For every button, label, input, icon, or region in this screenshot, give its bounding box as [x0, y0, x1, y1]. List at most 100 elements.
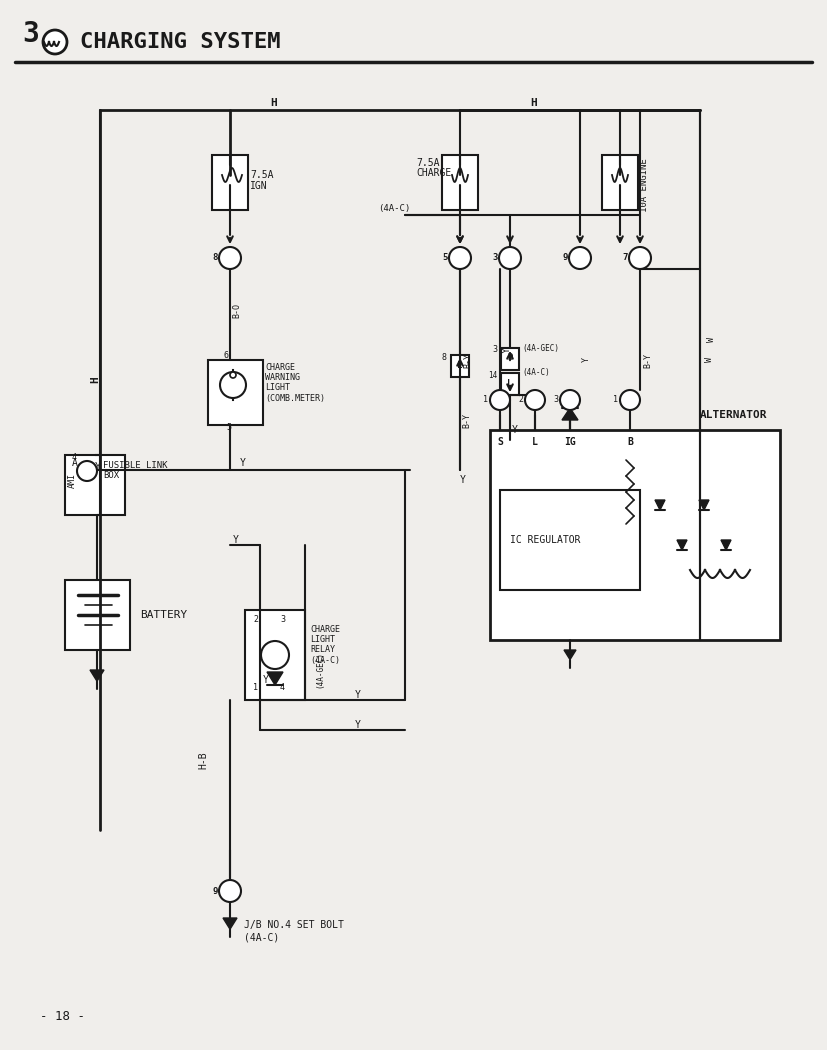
Text: 7.5A: 7.5A	[250, 170, 274, 180]
Text: L: L	[457, 360, 462, 370]
Text: L: L	[532, 437, 538, 447]
Polygon shape	[677, 540, 687, 550]
Bar	[490, 430, 780, 640]
Text: Y: Y	[263, 675, 269, 685]
Polygon shape	[564, 650, 576, 659]
Text: B: B	[230, 378, 236, 388]
Bar	[451, 355, 469, 377]
Bar	[501, 373, 519, 395]
Text: BOX: BOX	[103, 470, 119, 480]
Circle shape	[629, 247, 651, 269]
Text: D: D	[507, 354, 513, 362]
Text: 14: 14	[488, 371, 497, 379]
Text: 1E: 1E	[222, 252, 231, 260]
Text: IC REGULATOR: IC REGULATOR	[510, 536, 581, 545]
Text: - 18 -: - 18 -	[40, 1010, 85, 1023]
Circle shape	[219, 880, 241, 902]
Circle shape	[43, 30, 67, 54]
Text: 7: 7	[623, 253, 628, 262]
Text: CHARGE: CHARGE	[310, 626, 340, 634]
Text: 3: 3	[22, 20, 39, 48]
Text: D: D	[533, 394, 538, 402]
Text: D: D	[498, 394, 502, 402]
Text: CHARGE: CHARGE	[416, 168, 452, 178]
Circle shape	[560, 390, 580, 410]
Text: (COMB.METER): (COMB.METER)	[265, 394, 325, 402]
Text: RELAY: RELAY	[310, 646, 335, 654]
Text: 1: 1	[253, 684, 258, 693]
Text: 3: 3	[493, 253, 498, 262]
Polygon shape	[90, 670, 104, 681]
Polygon shape	[655, 500, 665, 510]
Text: E: E	[628, 394, 633, 402]
Text: C: C	[272, 648, 278, 658]
Text: 2D: 2D	[576, 252, 585, 261]
Text: 6: 6	[224, 352, 229, 360]
Circle shape	[219, 247, 241, 269]
Text: 3: 3	[492, 345, 497, 355]
Bar	[208, 360, 263, 425]
Text: 2: 2	[253, 615, 258, 625]
Circle shape	[490, 390, 510, 410]
Text: (4A-C): (4A-C)	[378, 204, 410, 212]
Text: 10A ENGINE: 10A ENGINE	[640, 159, 649, 212]
Polygon shape	[267, 672, 283, 685]
Text: 2C: 2C	[456, 252, 465, 261]
Circle shape	[449, 247, 471, 269]
Text: Y: Y	[460, 475, 466, 485]
Bar	[65, 580, 130, 650]
Text: 7.5A: 7.5A	[416, 158, 439, 168]
Text: L: L	[507, 378, 513, 387]
Text: 9: 9	[562, 253, 568, 262]
Text: B-Y: B-Y	[643, 353, 652, 367]
Text: IGN: IGN	[250, 181, 268, 191]
Text: (4A-GEC): (4A-GEC)	[522, 343, 559, 353]
Text: 4: 4	[72, 454, 77, 462]
Text: Y: Y	[240, 458, 246, 468]
Text: (4A-C): (4A-C)	[310, 655, 340, 665]
Text: CHARGING SYSTEM: CHARGING SYSTEM	[80, 32, 280, 52]
Bar	[212, 155, 248, 210]
Text: A: A	[72, 458, 78, 468]
Text: LIGHT: LIGHT	[310, 635, 335, 645]
Polygon shape	[721, 540, 731, 550]
Circle shape	[620, 390, 640, 410]
Text: CHARGE: CHARGE	[265, 363, 295, 373]
Text: H-B: H-B	[198, 751, 208, 769]
Text: 4A: 4A	[226, 885, 235, 895]
Text: 8: 8	[213, 253, 218, 262]
Text: 4: 4	[280, 684, 285, 693]
Circle shape	[499, 247, 521, 269]
Text: 2C: 2C	[505, 252, 514, 261]
Text: Y: Y	[355, 690, 361, 700]
Text: B-Y: B-Y	[462, 413, 471, 427]
Text: 1: 1	[613, 396, 618, 404]
Circle shape	[261, 640, 289, 669]
Text: 5: 5	[226, 422, 231, 432]
Text: (4A-C): (4A-C)	[244, 933, 280, 943]
Bar	[245, 610, 305, 700]
Text: FUSIBLE LINK: FUSIBLE LINK	[103, 461, 168, 469]
Text: 3: 3	[553, 396, 558, 404]
Circle shape	[230, 372, 236, 378]
Polygon shape	[223, 918, 237, 929]
Text: 5: 5	[442, 253, 448, 262]
Bar	[65, 455, 125, 514]
Text: 2D: 2D	[635, 252, 644, 261]
Text: B: B	[627, 437, 633, 447]
Text: WARNING: WARNING	[265, 374, 300, 382]
Text: Y: Y	[512, 425, 518, 435]
Text: H: H	[270, 98, 277, 108]
Text: D: D	[567, 394, 572, 402]
Text: W: W	[705, 357, 714, 362]
Text: A: A	[85, 468, 89, 474]
Text: Y: Y	[355, 720, 361, 730]
Circle shape	[220, 372, 246, 398]
Circle shape	[569, 247, 591, 269]
Bar	[501, 348, 519, 370]
Text: H: H	[90, 377, 100, 383]
Text: AMI: AMI	[68, 472, 77, 487]
Text: (4A-GEC): (4A-GEC)	[315, 651, 324, 689]
Text: Y: Y	[95, 462, 101, 472]
Text: Y: Y	[582, 357, 591, 362]
